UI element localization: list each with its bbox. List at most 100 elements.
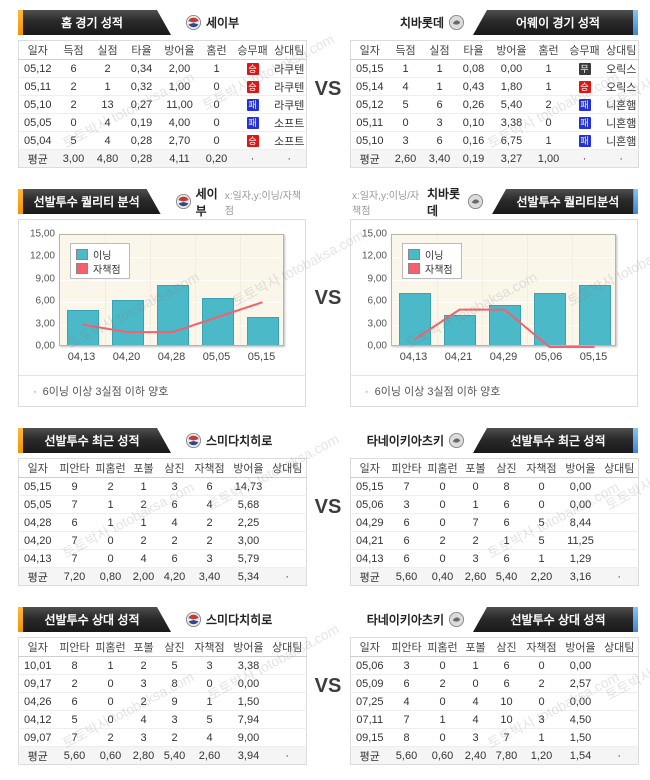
plot-area: 이닝 자책점 [59,234,284,346]
cell: 6 [388,531,425,550]
cell: 3,00 [228,531,269,550]
panel-header-right: 타네이키아츠키 선발투수 최근 성적 [350,428,638,453]
cell: 05,10 [18,95,57,114]
column-header: 홈런 [200,40,233,60]
table-row: 05,12 5 6 0,26 5,40 2 패 니혼햄 [350,95,639,114]
y-tick-label: 3,00 [35,318,55,330]
column-header: 상대팀 [272,40,307,60]
cell [268,728,307,747]
cell: 2 [128,531,159,550]
cell: 2,25 [228,513,269,532]
y-axis-labels: 15,00 12,00 9,00 6,00 3,00 0,00 [23,229,59,352]
away-accent-bar [633,10,638,35]
cell: 6 [490,495,523,514]
legend-label: 이닝 [93,250,112,262]
cell: 6 [422,95,457,114]
cell: 라쿠텐 [272,59,307,78]
cell: 평균 [18,746,57,765]
cell: 1 [92,656,129,675]
cell: 니혼햄 [604,113,639,132]
cell: 6 [190,477,229,496]
team-name: 스미다치히로 [206,434,273,448]
cell: 3,38 [228,656,269,675]
table-row: 05,05 0 4 0,19 4,00 0 패 소프트 [18,113,307,132]
cell: 0,28 [124,149,159,168]
panel-right-home-away-record: 치바롯데 어웨이 경기 성적 일자 득점 실점 타율 방어율 홈런 승무패 상대팀 05,15 1 1 0… [350,10,639,168]
cell [268,710,307,729]
plot-area: 이닝 자책점 [391,234,616,348]
cell: 4 [460,710,491,729]
cell: 6 [56,59,91,78]
cell: 소프트 [272,131,307,150]
cell: 4 [128,549,159,568]
cell: 평균 [18,149,57,168]
cell: 7 [56,495,93,514]
section-title: 선발투수 상대 성적 [44,613,140,627]
team-block: 타네이키아츠키 [367,432,465,449]
cell: 0 [92,531,129,550]
table-row: 04,12 5 0 4 3 5 7,94 [18,710,307,729]
cell: 07,25 [350,692,389,711]
cell: 7 [388,477,425,496]
cell [600,728,639,747]
cell: 05,05 [18,495,57,514]
cell: 04,12 [18,710,57,729]
innings-bar [578,285,611,345]
vs-column: VS [306,10,350,168]
cell: 4,50 [560,710,601,729]
cell: 패 [564,95,605,114]
team-name: 타네이키아츠키 [366,613,444,627]
cell: 0,08 [456,59,491,78]
column-header: 피홈런 [424,637,461,657]
column-header: 피안타 [388,637,425,657]
cell: 2,00 [128,567,159,586]
cell: 3 [158,477,191,496]
column-header: 자책점 [522,637,561,657]
result-badge: 패 [578,134,591,147]
column-header: 피홈런 [92,458,129,478]
vs-column: VS [306,607,350,765]
column-header: 일자 [350,40,389,60]
x-tick-label: 05,15 [579,351,608,363]
cell: 5 [388,95,423,114]
section-title-ribbon: 선발투수 최근 성적 [23,428,171,453]
cell: 4 [388,692,425,711]
cell: 9 [158,692,191,711]
cell: 7 [490,728,523,747]
cell: 3,27 [490,149,533,168]
cell [600,674,639,693]
cell: 3 [190,656,229,675]
cell: 7 [56,549,93,568]
innings-bar [488,305,521,345]
cell: 1 [522,728,561,747]
cell: 6 [490,549,523,568]
result-badge: 패 [578,98,591,111]
cell: 8 [56,656,93,675]
cell: 1,20 [522,746,561,765]
y-tick-label: 12,00 [29,250,55,262]
column-header: 피안타 [56,637,93,657]
cell: 1 [388,59,423,78]
cell: 5,40 [490,567,523,586]
table-header-row: 일자 피안타 피홈런 포볼 삼진 자책점 방어율 상대팀 [350,637,639,657]
panel-left-pitcher-recent-record: 선발투수 최근 성적 스미다치히로 일자 피안타 피홈런 포볼 삼진 자책점 방어율 상대팀 05,… [18,428,307,586]
column-header: 피홈런 [92,637,129,657]
cell: 6 [422,131,457,150]
cell: 0 [424,477,461,496]
cell: 2 [56,95,91,114]
cell: 4,00 [158,113,201,132]
cell: 1 [522,549,561,568]
cell: 05,06 [350,656,389,675]
legend-label: 이닝 [425,250,444,262]
column-header: 방어율 [228,637,269,657]
cell: 05,12 [18,59,57,78]
cell: 05,11 [350,113,389,132]
table-header-row: 일자 피안타 피홈런 포볼 삼진 자책점 방어율 상대팀 [18,637,307,657]
result-badge: 승 [578,80,591,93]
cell: 6,75 [490,131,533,150]
cell: 0,60 [92,746,129,765]
column-header: 방어율 [158,40,201,60]
team-name: 세이부 [206,16,240,30]
cell: 3 [388,656,425,675]
y-tick-label: 9,00 [367,273,387,285]
